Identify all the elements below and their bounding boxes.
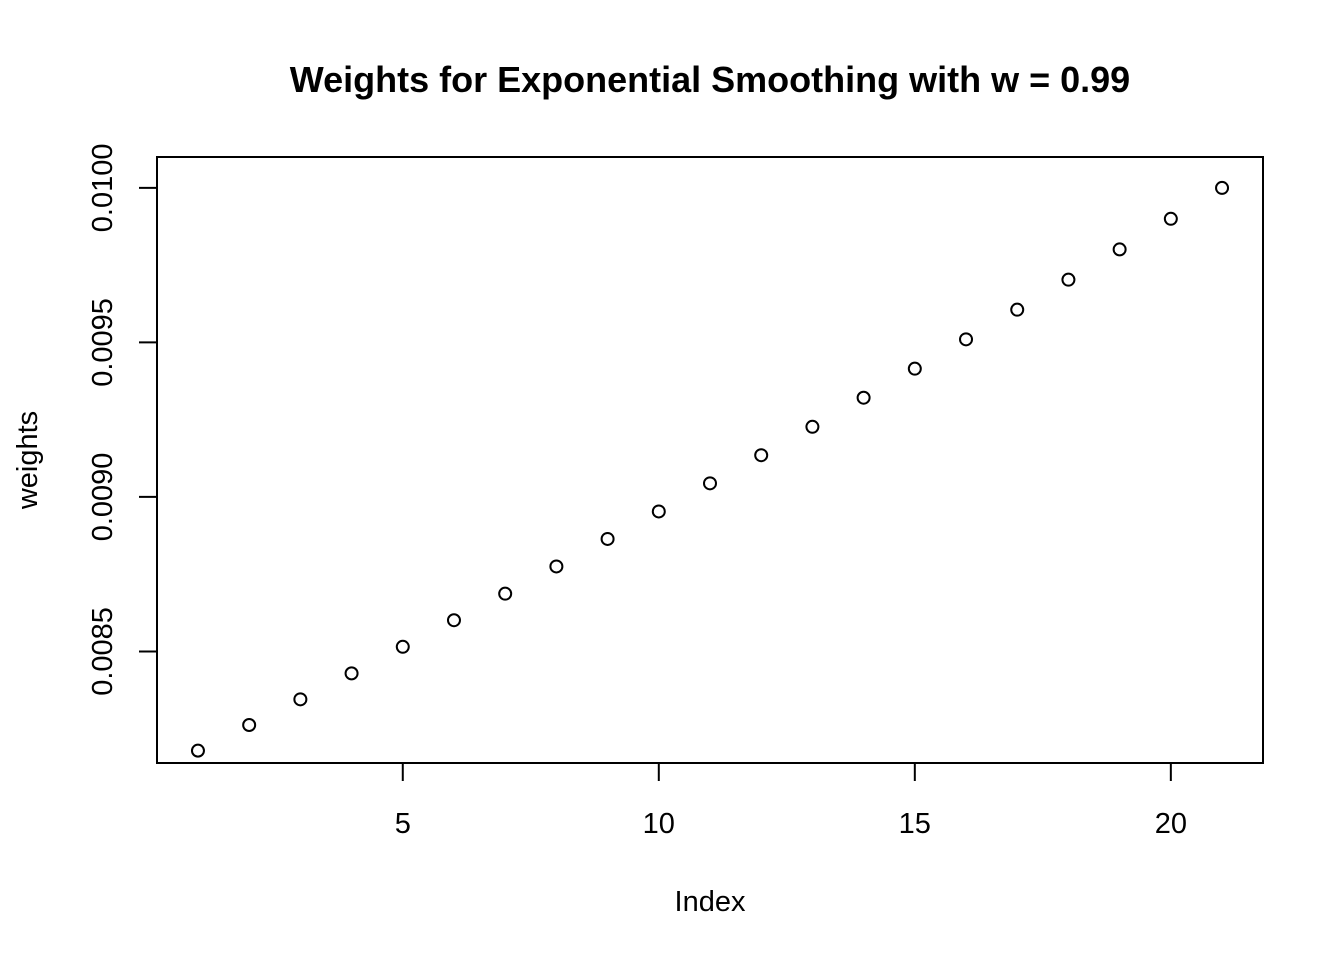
data-point (344, 666, 359, 681)
y-axis-title: weights (12, 411, 44, 510)
data-points (190, 180, 1230, 758)
data-point (446, 613, 461, 628)
data-point (1061, 272, 1076, 287)
x-axis-title: Index (675, 886, 746, 918)
y-tick-label: 0.0095 (87, 298, 119, 387)
data-point (395, 639, 410, 654)
x-tick-label: 5 (395, 808, 411, 840)
data-point (1163, 211, 1178, 226)
data-point (754, 448, 769, 463)
data-point (805, 419, 820, 434)
data-point (600, 531, 615, 546)
x-tick-label: 20 (1155, 808, 1187, 840)
data-point (703, 476, 717, 491)
data-point (959, 332, 974, 347)
data-point (190, 743, 205, 758)
data-point (1215, 180, 1230, 195)
y-tick-label: 0.0100 (87, 144, 119, 233)
data-point (907, 361, 922, 376)
data-point (856, 390, 871, 405)
data-point (242, 717, 257, 732)
data-point (549, 559, 564, 574)
data-point (498, 586, 513, 601)
data-point (1112, 242, 1127, 257)
y-tick-label: 0.0085 (87, 607, 119, 696)
x-axis: 5 10 15 20 (395, 763, 1187, 840)
data-point (293, 692, 308, 707)
plot-frame (156, 156, 1264, 764)
data-point (1010, 302, 1025, 317)
x-tick-label: 15 (899, 808, 931, 840)
chart-title: Weights for Exponential Smoothing with w… (290, 59, 1130, 100)
y-axis: 0.0085 0.0090 0.0095 0.0100 (87, 144, 157, 696)
y-tick-label: 0.0090 (87, 453, 119, 542)
data-point (651, 504, 666, 519)
x-tick-label: 10 (643, 808, 675, 840)
